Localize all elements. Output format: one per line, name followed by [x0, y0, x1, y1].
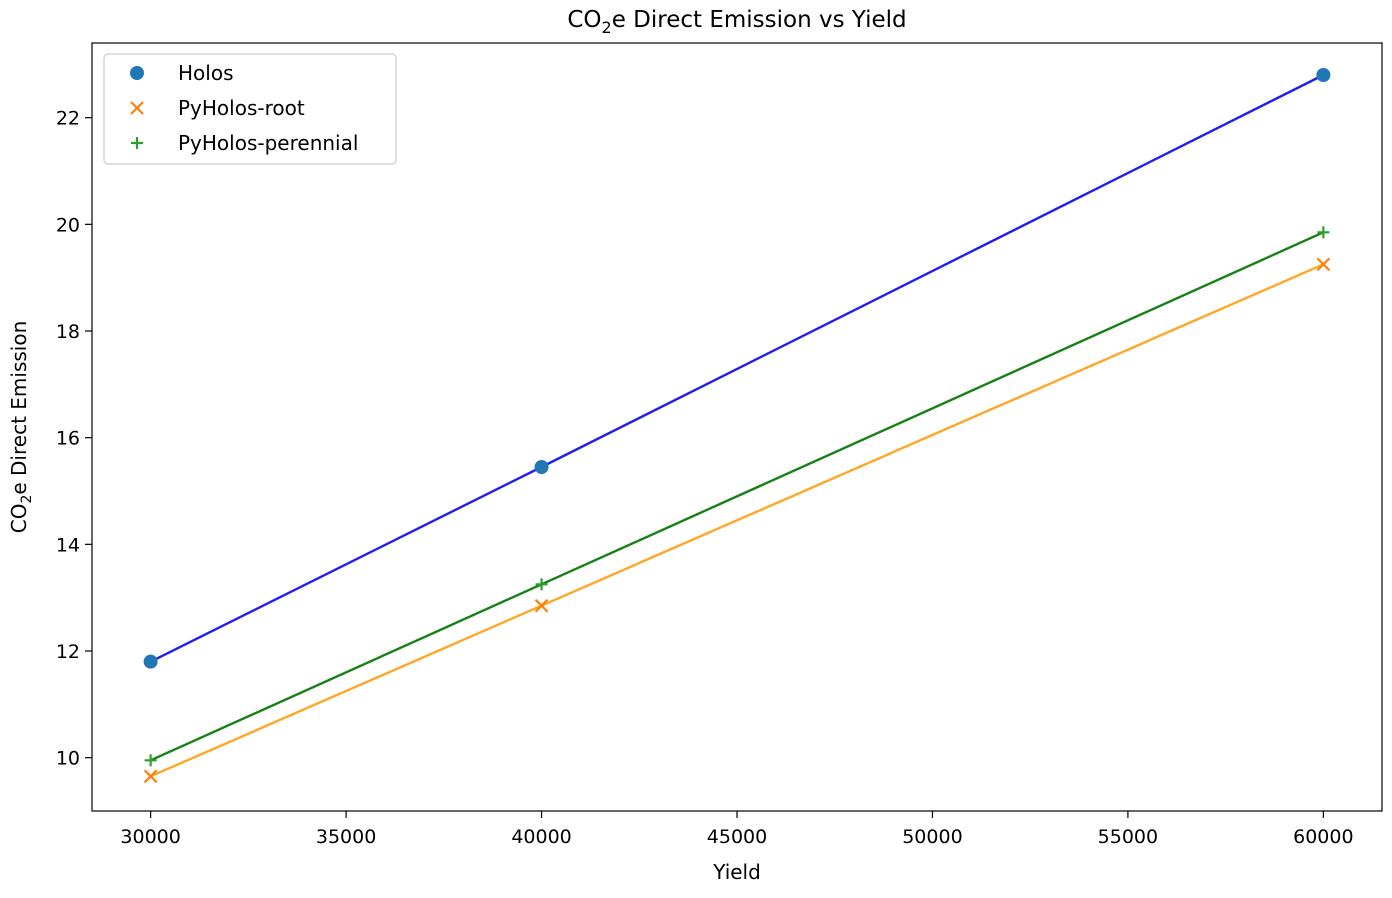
data-point-0-1	[534, 460, 549, 474]
chart-title: CO2e Direct Emission vs Yield	[567, 7, 906, 37]
legend-marker-2	[131, 137, 143, 149]
y-tick-label: 20	[56, 214, 80, 236]
data-point-0-0	[143, 654, 158, 669]
x-tick-label: 50000	[902, 826, 962, 848]
legend-label-0: Holos	[178, 61, 234, 85]
data-point-0-2	[1316, 68, 1331, 82]
series-line-2	[150, 231, 1324, 762]
legend-label-2: PyHolos-perennial	[178, 131, 358, 155]
y-tick-label: 10	[56, 748, 80, 770]
data-point-1-1	[534, 598, 549, 613]
y-tick-label: 18	[56, 321, 80, 343]
x-axis-label: Yield	[712, 860, 761, 884]
plot-area: 30000 35000 40000 45000 50000 55000 60000 10 12 1…	[56, 42, 1383, 848]
legend-label-1: PyHolos-root	[178, 96, 305, 120]
legend-marker-0	[130, 66, 144, 80]
x-tick-label: 60000	[1293, 826, 1353, 848]
x-tick-label: 55000	[1098, 826, 1158, 848]
y-tick-label: 16	[56, 428, 80, 450]
x-tick-label: 45000	[707, 826, 767, 848]
y-axis-label: CO2e Direct Emission	[7, 321, 35, 534]
data-point-2-0	[144, 754, 157, 767]
x-tick-label: 35000	[316, 826, 376, 848]
x-tick-label: 40000	[511, 826, 571, 848]
legend: Holos PyHolos-root PyHolos-perennial	[103, 53, 397, 165]
legend-box	[103, 53, 397, 165]
y-tick-label: 22	[56, 108, 80, 130]
data-point-2-2	[1317, 226, 1330, 239]
y-tick-label: 12	[56, 641, 80, 663]
x-tick-label: 30000	[120, 826, 180, 848]
data-point-2-1	[535, 578, 548, 591]
y-tick-label: 14	[56, 534, 80, 556]
data-point-1-2	[1316, 257, 1331, 272]
series-line-1	[150, 263, 1324, 778]
data-point-1-0	[143, 769, 158, 784]
legend-marker-1	[130, 101, 144, 115]
